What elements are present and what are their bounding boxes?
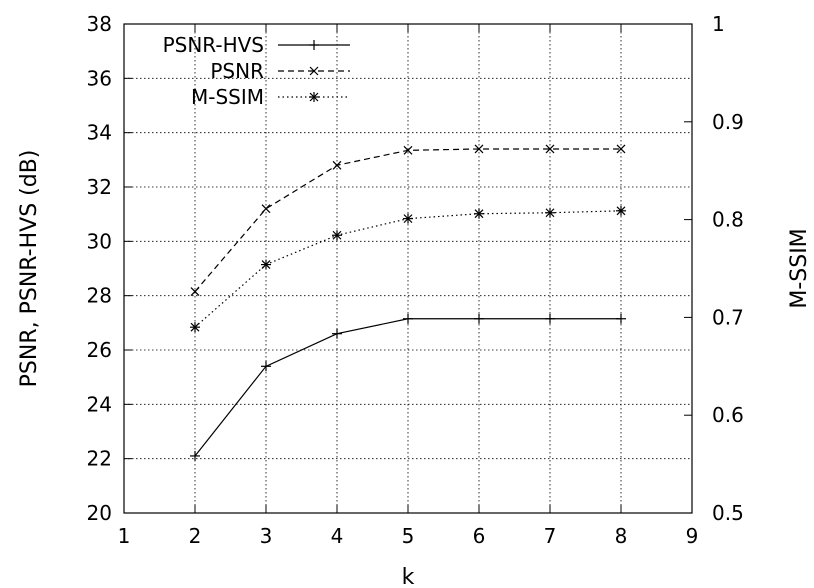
data-point	[309, 40, 319, 50]
data-point	[474, 313, 484, 324]
y-tick-label: 32	[87, 175, 112, 199]
data-point	[309, 92, 319, 102]
x-tick-label: 3	[260, 524, 273, 548]
data-point	[545, 207, 555, 218]
data-point	[190, 450, 200, 461]
legend-label: PSNR-HVS	[163, 33, 264, 57]
data-point	[190, 322, 200, 333]
data-point	[616, 144, 626, 154]
data-point	[403, 145, 413, 155]
y2-tick-label: 0.9	[712, 110, 744, 134]
y-tick-label: 22	[87, 447, 112, 471]
data-point	[190, 287, 200, 297]
data-point	[309, 66, 319, 76]
y-tick-label: 28	[87, 284, 112, 308]
data-point	[261, 361, 271, 372]
series-psnr-hvs	[190, 313, 626, 461]
data-point	[545, 313, 555, 324]
data-point	[332, 160, 342, 170]
legend-entry: PSNR-HVS	[163, 33, 350, 57]
data-point	[261, 204, 271, 214]
x-tick-label: 5	[402, 524, 415, 548]
ticks: 1 2 3 4 5 6 7 8 9202224262830323436380.50.60.70.…	[87, 12, 744, 548]
series-m-ssim	[190, 205, 626, 333]
data-point	[616, 205, 626, 216]
legend-entry: M-SSIM	[191, 85, 350, 109]
x-tick-label: 6	[473, 524, 486, 548]
data-point	[474, 144, 484, 154]
series-psnr	[190, 144, 626, 297]
x-tick-label: 7	[544, 524, 557, 548]
legend-label: M-SSIM	[191, 85, 264, 109]
y-tick-label: 38	[87, 12, 112, 36]
y-tick-label: 30	[87, 229, 112, 253]
y2-tick-label: 0.5	[712, 501, 744, 525]
data-point	[403, 313, 413, 324]
data-point	[545, 144, 555, 154]
legend-entry: PSNR	[210, 59, 350, 83]
y2-tick-label: 0.7	[712, 305, 744, 329]
data-point	[332, 230, 342, 241]
series-line	[194, 318, 621, 457]
y2-tick-label: 0.8	[712, 208, 744, 232]
x-tick-label: 9	[686, 524, 699, 548]
data-point	[474, 208, 484, 219]
y-tick-label: 34	[87, 121, 112, 145]
data-point	[261, 259, 271, 270]
data-point	[403, 213, 413, 224]
x-axis-title: k	[402, 565, 415, 588]
x-tick-label: 8	[615, 524, 628, 548]
x-tick-label: 2	[189, 524, 202, 548]
y2-tick-label: 0.6	[712, 403, 744, 427]
y2-axis-title: M-SSIM	[787, 228, 812, 308]
y-tick-label: 36	[87, 66, 112, 90]
y-axis-title: PSNR, PSNR-HVS (dB)	[17, 150, 42, 388]
data-point	[616, 313, 626, 324]
data-point	[332, 328, 342, 339]
legend-label: PSNR	[210, 59, 264, 83]
y-tick-label: 20	[87, 501, 112, 525]
y-tick-label: 24	[87, 392, 112, 416]
x-tick-label: 4	[331, 524, 344, 548]
x-tick-label: 1	[118, 524, 131, 548]
y2-tick-label: 1	[712, 12, 725, 36]
series	[190, 144, 626, 461]
y-tick-label: 26	[87, 338, 112, 362]
